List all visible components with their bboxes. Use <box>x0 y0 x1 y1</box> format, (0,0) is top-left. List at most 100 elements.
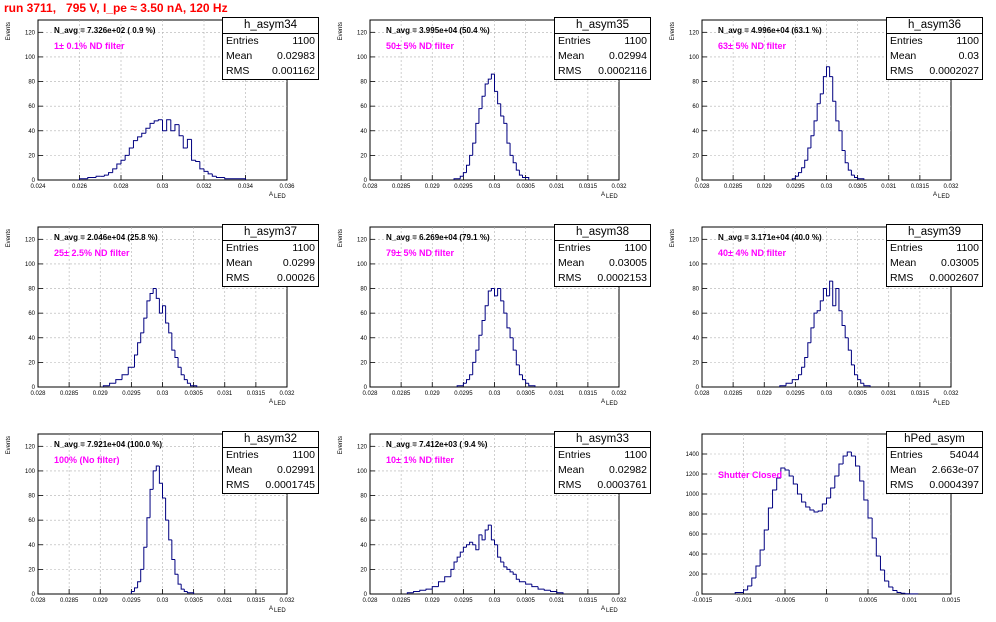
histogram-bin <box>810 327 815 343</box>
y-tick-label: 80 <box>28 80 35 86</box>
histogram-bin <box>215 176 225 179</box>
histogram-bin <box>186 379 191 384</box>
histogram-bin <box>497 544 501 558</box>
histogram-bin <box>103 174 109 177</box>
y-tick-label: 120 <box>25 30 36 36</box>
stats-row: Mean 0.03005 <box>887 256 982 271</box>
x-tick-label: 0.0295 <box>454 598 473 604</box>
histogram-bin <box>195 160 200 163</box>
navg-label: N_avg = 7.921e+04 (100.0 %) <box>54 440 163 449</box>
stats-row: Mean 0.02983 <box>223 49 318 64</box>
histogram-bin <box>857 374 861 381</box>
histogram-name: h_asym34 <box>223 18 318 34</box>
x-tick-label: 0.0015 <box>942 598 961 604</box>
histogram-bin <box>155 288 160 299</box>
histogram-bin <box>503 116 507 124</box>
histogram-name: hPed_asym <box>887 432 982 448</box>
histogram-bin <box>854 364 858 376</box>
histogram-bin <box>419 589 427 592</box>
histogram-bin <box>178 124 184 137</box>
histogram-bin <box>819 300 824 311</box>
histogram-bin <box>481 95 486 109</box>
histogram-bin <box>854 175 858 179</box>
histogram-bin <box>459 551 464 558</box>
y-tick-label: 80 <box>360 80 367 86</box>
histogram-bin <box>478 108 483 124</box>
x-tick-label: 0.028 <box>30 391 46 397</box>
x-tick-label: 0.0305 <box>848 184 867 190</box>
histogram-bin <box>494 288 498 297</box>
stats-row: Entries 1100 <box>223 241 318 256</box>
stats-value: 1100 <box>292 242 315 254</box>
histogram-name: h_asym33 <box>555 432 650 448</box>
histogram-bin <box>145 127 151 134</box>
x-tick-label: 0.001 <box>902 598 918 604</box>
histogram-bin <box>158 298 163 314</box>
y-axis-title: Events <box>6 229 12 247</box>
histogram-bin <box>191 139 196 161</box>
histogram-bin <box>791 178 796 180</box>
filter-label: 100% (No filter) <box>54 455 120 465</box>
histogram-bin <box>481 534 486 541</box>
y-tick-label: 20 <box>28 360 35 366</box>
histogram-bin <box>444 576 451 582</box>
x-axis-title-subscript: LED <box>938 401 950 407</box>
x-tick-label: 0.0295 <box>454 184 473 190</box>
y-tick-label: 0 <box>364 385 368 391</box>
histogram-bin <box>162 483 166 499</box>
x-tick-label: 0.032 <box>279 391 295 397</box>
histogram-bin <box>816 103 821 121</box>
stats-label: Mean <box>558 464 585 476</box>
histogram-bin <box>133 587 138 592</box>
x-tick-label: 0.0285 <box>60 391 79 397</box>
histogram-bin <box>847 162 852 171</box>
y-tick-label: 80 <box>692 287 699 293</box>
x-tick-label: 0.0295 <box>454 391 473 397</box>
histogram-bin <box>177 357 182 368</box>
histogram-bin <box>462 546 467 553</box>
stats-row: Mean 0.0299 <box>223 256 318 271</box>
histogram-bin <box>484 83 489 97</box>
y-tick-label: 600 <box>689 532 700 538</box>
x-tick-label: 0.0315 <box>579 184 598 190</box>
y-tick-label: 120 <box>25 444 36 450</box>
stats-label: Entries <box>890 449 923 461</box>
y-tick-label: 100 <box>357 262 368 268</box>
histogram-bin <box>835 101 839 122</box>
x-tick-label: 0.0285 <box>392 598 411 604</box>
x-axis-title-subscript: LED <box>606 194 618 200</box>
histogram-bin <box>180 367 185 376</box>
histogram-panel-h_asym38: 0.028 0.0285 0.029 0.0295 0.03 0.0305 0.031 0.0… <box>332 207 664 414</box>
x-tick-label: 0.029 <box>93 391 109 397</box>
histogram-bin <box>515 574 520 580</box>
stats-label: Entries <box>558 242 591 254</box>
histogram-bin <box>780 467 785 478</box>
y-tick-label: 100 <box>25 262 36 268</box>
x-tick-label: 0.0295 <box>786 184 805 190</box>
x-tick-label: 0.028 <box>30 598 46 604</box>
histogram-bin <box>490 525 495 541</box>
stats-label: Entries <box>558 35 591 47</box>
x-tick-label: -0.0005 <box>775 598 796 604</box>
histogram-bin <box>102 385 110 387</box>
stats-label: Mean <box>226 257 253 269</box>
histogram-bin <box>797 172 802 177</box>
histogram-panel-h_asym37: 0.028 0.0285 0.029 0.0295 0.03 0.0305 0.031 0.0… <box>0 207 332 414</box>
histogram-bin <box>888 581 893 588</box>
y-tick-label: 1200 <box>686 472 700 478</box>
histogram-bin <box>550 590 557 593</box>
stats-value: 1100 <box>624 35 647 47</box>
y-tick-label: 40 <box>692 129 699 135</box>
histogram-bin <box>801 167 805 173</box>
histogram-bin <box>500 557 504 563</box>
histogram-bin <box>497 91 501 105</box>
y-tick-label: 100 <box>357 469 368 475</box>
histogram-bin <box>478 534 483 550</box>
x-tick-label: 0.029 <box>757 184 773 190</box>
histogram-bin <box>124 154 130 161</box>
x-axis-title-subscript: LED <box>274 194 286 200</box>
histogram-bin <box>500 103 504 117</box>
histogram-bin <box>844 325 849 339</box>
y-tick-label: 40 <box>28 336 35 342</box>
histogram-bin <box>859 466 864 482</box>
